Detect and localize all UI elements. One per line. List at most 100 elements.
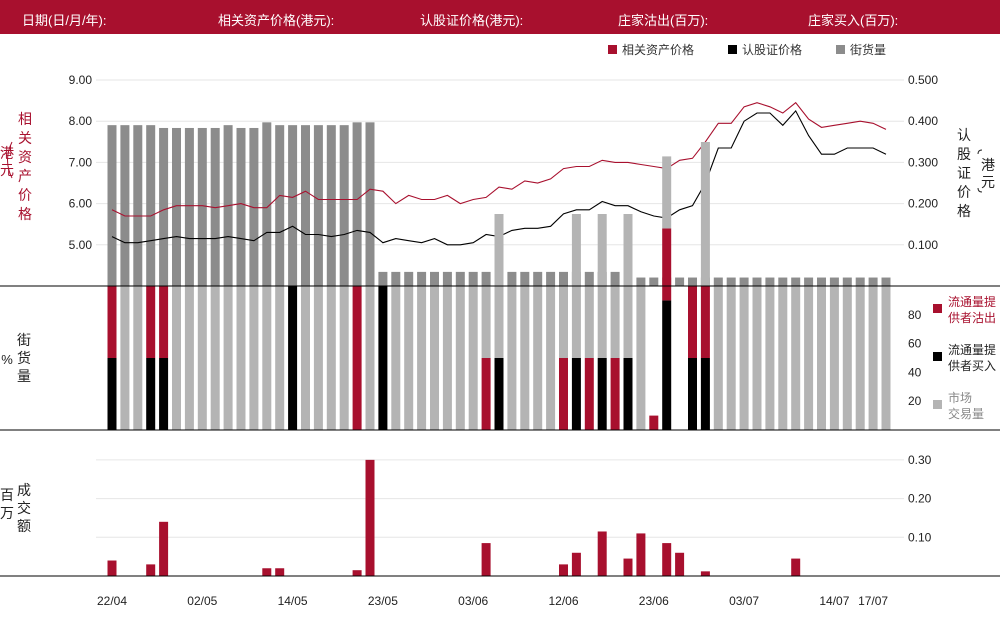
market-volume-pct-bar bbox=[313, 286, 323, 430]
asset-price-line bbox=[111, 101, 887, 217]
right-tick-label: 0.300 bbox=[908, 155, 938, 169]
market-volume-pct-bar bbox=[223, 286, 233, 430]
market-volume-pct-bar bbox=[468, 286, 478, 430]
mid-axis-title-char: 货 bbox=[17, 350, 31, 366]
market-volume-pct-bar bbox=[713, 286, 723, 430]
header-mm-sold: 庄家沽出(百万): bbox=[618, 13, 709, 28]
header-warrant-price: 认股证价格(港元): bbox=[420, 13, 524, 28]
right-tick-label: 0.400 bbox=[908, 114, 938, 128]
x-tick-label: 02/05 bbox=[187, 594, 217, 608]
market-volume-pct-bar bbox=[120, 286, 130, 430]
x-tick-label: 12/06 bbox=[548, 594, 578, 608]
market-volume-pct-bar bbox=[262, 286, 272, 430]
left-tick-label: 9.00 bbox=[69, 73, 93, 87]
legend-label: 流通量提 bbox=[948, 342, 996, 357]
mm-bought-pct-bar bbox=[159, 358, 169, 430]
market-volume-pct-bar bbox=[184, 286, 194, 430]
market-volume-pct-bar bbox=[455, 286, 465, 430]
legend-label: 供者买入 bbox=[948, 359, 996, 373]
left-tick-label: 8.00 bbox=[69, 114, 93, 128]
mm-sold-pct-bar bbox=[688, 286, 697, 358]
legend-label: 街货量 bbox=[850, 42, 886, 57]
street-holding-bar bbox=[520, 271, 530, 286]
right-axis-title-char: 认 bbox=[957, 127, 971, 143]
right-axis-paren-close bbox=[977, 187, 983, 193]
left-axis-unit-char: 元 bbox=[0, 162, 14, 178]
bottom-tick-label: 0.20 bbox=[908, 492, 932, 506]
mm-bought-pct-bar bbox=[571, 358, 581, 430]
turnover-bar bbox=[571, 552, 581, 576]
mm-sold-pct-bar bbox=[649, 415, 659, 430]
right-axis-unit-char: 元 bbox=[981, 174, 995, 190]
market-volume-pct-bar bbox=[559, 286, 568, 358]
market-volume-pct-bar bbox=[533, 286, 543, 430]
mid-axis-unit: % bbox=[1, 352, 13, 367]
turnover-bar bbox=[107, 560, 117, 576]
street-holding-bar bbox=[752, 277, 762, 286]
turnover-bar bbox=[365, 459, 375, 576]
street-holding-bar bbox=[455, 271, 465, 286]
x-tick-label: 17/07 bbox=[858, 594, 888, 608]
mm-sold-pct-bar bbox=[700, 286, 710, 358]
right-axis-title-char: 证 bbox=[957, 165, 971, 181]
market-volume-pct-bar bbox=[546, 286, 556, 430]
right-axis-title-char: 价 bbox=[957, 184, 971, 200]
street-holding-bar bbox=[146, 125, 156, 286]
street-holding-bar bbox=[442, 271, 452, 286]
mid-axis-title-char: 街 bbox=[17, 332, 31, 348]
market-volume-pct-bar bbox=[804, 286, 814, 430]
x-tick-label: 14/05 bbox=[278, 594, 308, 608]
street-holding-bar bbox=[275, 125, 285, 286]
mid-tick-label: 80 bbox=[908, 308, 922, 322]
street-holding-bar bbox=[829, 277, 839, 286]
turnover-bar bbox=[662, 543, 672, 576]
x-tick-label: 03/07 bbox=[729, 594, 759, 608]
turnover-bar bbox=[700, 571, 710, 576]
market-volume-pct-bar bbox=[133, 286, 143, 430]
market-volume-pct-bar bbox=[726, 286, 736, 430]
market-volume-pct-bar bbox=[842, 286, 852, 430]
street-holding-bar bbox=[507, 271, 517, 286]
turnover-bar bbox=[623, 558, 633, 576]
market-volume-pct-bar bbox=[275, 286, 285, 430]
street-holding-bar bbox=[236, 127, 246, 287]
street-holding-bar bbox=[391, 271, 401, 286]
street-holding-bar bbox=[804, 277, 814, 286]
market-volume-pct-bar bbox=[752, 286, 762, 430]
header-bar: 日期(日/月/年): 相关资产价格(港元): 认股证价格(港元): 庄家沽出(百… bbox=[0, 0, 1000, 34]
street-holding-bar bbox=[791, 277, 801, 286]
right-tick-label: 0.200 bbox=[908, 197, 938, 211]
street-holding-bar bbox=[288, 125, 298, 286]
market-volume-pct-bar bbox=[584, 286, 594, 358]
turnover-bar bbox=[146, 564, 156, 576]
x-tick-label: 03/06 bbox=[458, 594, 488, 608]
x-tick-label: 22/04 bbox=[97, 594, 127, 608]
market-volume-pct-bar bbox=[829, 286, 839, 430]
turnover-bar bbox=[159, 521, 169, 576]
market-volume-pct-bar bbox=[855, 286, 865, 430]
turnover-bar bbox=[352, 570, 362, 576]
legend-swatch bbox=[728, 45, 737, 54]
street-holding-bar bbox=[352, 122, 362, 286]
street-holding-bar bbox=[817, 277, 826, 286]
header-mm-bought: 庄家买入(百万): bbox=[808, 13, 899, 28]
mm-bought-pct-bar bbox=[107, 358, 117, 430]
legend-label: 认股证价格 bbox=[742, 42, 802, 57]
market-volume-pct-bar bbox=[391, 286, 401, 430]
mm-sold-pct-bar bbox=[159, 286, 169, 358]
street-holding-bar bbox=[339, 125, 349, 286]
mm-bought-pct-bar bbox=[146, 358, 156, 430]
left-tick-label: 6.00 bbox=[69, 197, 93, 211]
mm-sold-pct-bar bbox=[559, 358, 568, 430]
turnover-bar bbox=[791, 558, 801, 576]
right-axis-title-char: 股 bbox=[957, 146, 971, 162]
market-volume-pct-bar bbox=[610, 286, 620, 358]
mid-tick-label: 40 bbox=[908, 365, 922, 379]
market-volume-pct-bar bbox=[236, 286, 246, 430]
street-holding-bar bbox=[133, 125, 143, 286]
street-holding-bar bbox=[172, 127, 181, 287]
market-volume-pct-bar bbox=[249, 286, 259, 430]
bottom-tick-label: 0.30 bbox=[908, 453, 932, 467]
left-tick-label: 5.00 bbox=[69, 238, 93, 252]
